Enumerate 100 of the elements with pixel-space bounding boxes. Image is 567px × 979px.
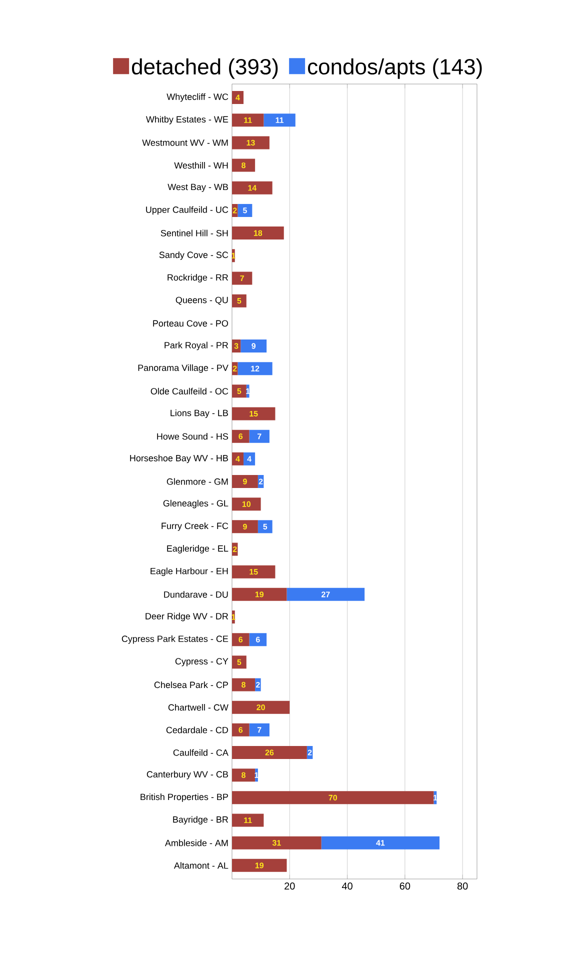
bar: [232, 768, 256, 782]
data-label: 9: [243, 524, 247, 530]
bar: [232, 226, 284, 240]
bar: [232, 656, 246, 669]
y-tick-label: British Properties - BP: [140, 793, 228, 802]
bar: [238, 362, 272, 376]
data-label: 12: [251, 366, 260, 372]
bar: [232, 384, 246, 398]
y-tick-label: Furry Creek - FC: [162, 522, 228, 531]
data-label: 5: [237, 388, 242, 394]
y-tick-label: Cedardale - CD: [166, 726, 228, 734]
y-tick-label: Rockridge - RR: [168, 274, 228, 282]
bar: [286, 588, 365, 601]
data-label: 2: [256, 682, 260, 688]
data-label: 9: [243, 478, 247, 484]
data-label: 5: [242, 208, 247, 214]
data-label: 7: [258, 434, 262, 440]
bar: [232, 272, 252, 285]
y-tick-label: Eagle Harbour - EH: [150, 568, 228, 576]
data-label: 2: [258, 478, 263, 484]
bar: [232, 294, 246, 308]
bar: [249, 430, 270, 443]
y-tick-label: Altamont - AL: [174, 862, 228, 869]
y-tick-label: Cypress - CY: [175, 658, 228, 666]
x-tick-label: 60: [400, 882, 410, 890]
x-tick-label: 40: [342, 882, 352, 890]
bar: [232, 588, 287, 601]
bar: [232, 407, 276, 420]
data-label: 26: [265, 750, 274, 756]
data-label: 70: [328, 794, 337, 801]
data-label: 7: [258, 727, 262, 733]
data-label: 11: [276, 117, 284, 123]
bar: [258, 520, 272, 534]
data-label: 2: [308, 750, 312, 756]
y-tick-label: Park Royal - PR: [164, 342, 228, 350]
y-tick-label: Ambleside - AM: [164, 840, 228, 846]
y-tick-label: Sentinel Hill - SH: [160, 230, 228, 236]
data-label: 2: [232, 546, 237, 552]
y-tick-label: Chartwell - CW: [168, 704, 228, 711]
data-label: 18: [254, 230, 262, 236]
bar: [232, 791, 434, 804]
bar: [232, 452, 244, 466]
y-tick-label: Cypress Park Estates - CE: [122, 635, 228, 644]
bar: [232, 114, 264, 127]
y-tick-label: Horseshoe Bay WV - HB: [130, 454, 228, 464]
y-tick-label: Eagleridge - EL: [167, 545, 228, 554]
y-tick-label: Westhill - WH: [174, 162, 228, 169]
bar: [238, 204, 252, 217]
data-label: 2: [232, 366, 237, 372]
data-label: 6: [256, 636, 260, 642]
bar: [232, 836, 322, 850]
y-tick-label: Olde Caulfeild - OC: [150, 388, 228, 394]
bar: [232, 498, 261, 511]
bar: [232, 520, 258, 534]
bar: [232, 136, 270, 150]
y-tick-label: Gleneagles - GL: [163, 500, 228, 508]
data-label: 11: [244, 117, 252, 123]
y-tick-label: Lions Bay - LB: [170, 410, 228, 418]
bar: [232, 474, 258, 488]
bar: [232, 633, 250, 646]
bar: [240, 339, 267, 352]
y-tick-label: Queens - QU: [176, 296, 228, 305]
y-tick-label: Chelsea Park - CP: [154, 681, 228, 688]
y-tick-label: Porteau Cove - PO: [153, 320, 228, 327]
data-label: 4: [247, 456, 252, 462]
data-label: 8: [242, 772, 246, 778]
data-label: 13: [246, 140, 255, 146]
y-tick-label: Upper Caulfeild - UC: [146, 206, 228, 215]
bar: [232, 158, 256, 172]
bar: [232, 700, 290, 714]
x-tick-label: 20: [284, 882, 295, 890]
bar: [232, 678, 256, 692]
data-label: 8: [242, 682, 246, 688]
bar: [249, 633, 267, 646]
bar: [232, 814, 264, 827]
bar: [232, 858, 287, 872]
data-label: 8: [242, 162, 246, 168]
y-tick-label: Howe Sound - HS: [157, 433, 228, 440]
data-label: 4: [236, 456, 240, 462]
bar: [232, 430, 250, 443]
x-tick-label: 80: [457, 882, 468, 890]
legend-label: condos/apts (143): [308, 58, 482, 79]
bar: [321, 836, 440, 850]
data-label: 11: [244, 818, 252, 824]
bar: [232, 565, 276, 578]
data-label: 31: [272, 840, 281, 846]
data-label: 10: [242, 501, 251, 507]
data-label: 6: [238, 727, 243, 733]
bar: [232, 746, 307, 760]
data-label: 6: [238, 636, 243, 642]
y-tick-label: Canterbury WV - CB: [146, 770, 228, 780]
data-label: 19: [255, 592, 264, 598]
y-tick-label: Bayridge - BR: [173, 816, 228, 824]
data-label: 19: [255, 862, 264, 868]
legend-label: detached (393): [132, 58, 278, 79]
data-label: 5: [237, 659, 242, 665]
y-tick-label: Panorama Village - PV: [138, 364, 228, 373]
data-label: 15: [250, 569, 258, 575]
bar: [244, 452, 256, 466]
bar: [264, 114, 296, 127]
